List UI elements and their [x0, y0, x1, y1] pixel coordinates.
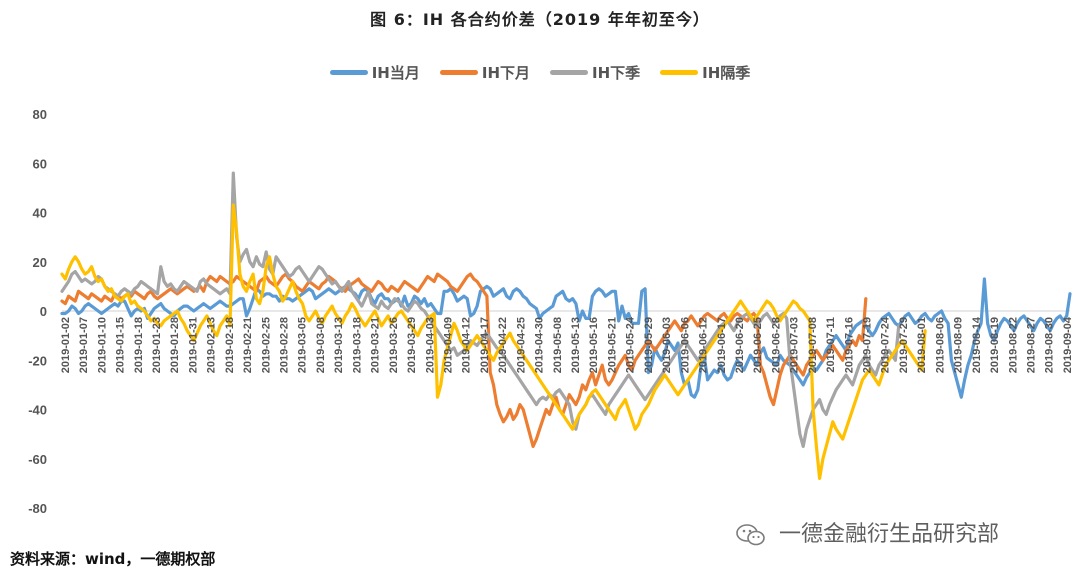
x-tick-label: 2019-06-06: [679, 317, 691, 373]
x-tick-label: 2019-05-24: [625, 316, 637, 373]
y-tick-label: 80: [33, 107, 47, 122]
x-tick-label: 2019-08-19: [989, 317, 1001, 373]
x-tick-label: 2019-02-28: [279, 317, 291, 373]
x-tick-label: 2019-06-25: [752, 317, 764, 373]
x-tick-label: 2019-05-08: [552, 317, 564, 373]
legend-swatch: [329, 70, 368, 75]
x-tick-label: 2019-01-31: [187, 317, 199, 373]
series-line-3: [60, 203, 927, 480]
x-tick-label: 2019-04-25: [515, 317, 527, 373]
legend-item-2: IH下季: [550, 62, 640, 83]
x-tick-label: 2019-08-22: [1007, 317, 1019, 373]
x-tick-label: 2019-03-29: [406, 317, 418, 373]
legend-swatch: [660, 70, 699, 75]
x-tick-label: 2019-07-29: [898, 317, 910, 373]
wechat-icon: [736, 524, 766, 546]
y-tick-label: -40: [28, 403, 47, 418]
x-tick-label: 2019-03-13: [333, 317, 345, 373]
x-tick-label: 2019-03-18: [351, 317, 363, 373]
chart-title: 图 6：IH 各合约价差（2019 年年初至今）: [370, 10, 710, 29]
x-tick-label: 2019-04-12: [461, 317, 473, 373]
x-tick-label: 2019-04-17: [479, 317, 491, 373]
x-tick-label: 2019-01-02: [60, 317, 72, 373]
x-tick-label: 2019-03-26: [388, 317, 400, 373]
x-tick-label: 2019-07-24: [880, 316, 892, 373]
watermark-text: 一德金融衍生品研究部: [779, 522, 1000, 547]
y-tick-label: -80: [28, 501, 47, 516]
legend-label: IH隔季: [702, 64, 751, 82]
x-tick-label: 2019-04-30: [534, 317, 546, 373]
legend-label: IH下季: [592, 64, 641, 82]
x-tick-label: 2019-03-05: [297, 317, 309, 373]
x-tick-label: 2019-07-16: [843, 317, 855, 373]
x-tick-label: 2019-08-01: [916, 317, 928, 373]
source-note: 资料来源：wind，一德期权部: [10, 550, 216, 568]
x-tick-label: 2019-06-03: [661, 317, 673, 373]
legend-item-0: IH当月: [329, 62, 420, 83]
x-tick-label: 2019-05-29: [643, 317, 655, 373]
x-tick-label: 2019-08-14: [971, 316, 983, 373]
x-tick-label: 2019-05-21: [606, 317, 618, 373]
x-tick-label: 2019-07-19: [862, 317, 874, 373]
x-tick-label: 2019-08-27: [1025, 317, 1037, 373]
x-tick-label: 2019-01-07: [78, 317, 90, 373]
x-tick-label: 2019-08-06: [934, 317, 946, 373]
x-tick-label: 2019-02-21: [242, 317, 254, 373]
watermark: 一德金融衍生品研究部: [736, 516, 999, 548]
x-tick-label: 2019-02-13: [206, 317, 218, 373]
x-tick-label: 2019-03-08: [315, 317, 327, 373]
x-tick-label: 2019-05-16: [588, 317, 600, 373]
x-tick-label: 2019-02-18: [224, 317, 236, 373]
x-tick-label: 2019-08-09: [953, 317, 965, 373]
x-tick-label: 2019-02-25: [260, 317, 272, 373]
x-tick-label: 2019-06-20: [734, 317, 746, 373]
x-tick-label: 2019-01-10: [96, 317, 108, 373]
legend-swatch: [439, 70, 478, 75]
x-tick-label: 2019-01-18: [133, 317, 145, 373]
y-tick-label: 60: [33, 156, 47, 171]
y-tick-label: -20: [28, 353, 47, 368]
x-tick-label: 2019-04-22: [497, 317, 509, 373]
y-tick-label: 0: [40, 304, 47, 319]
x-tick-label: 2019-07-11: [825, 317, 837, 373]
legend-swatch: [550, 70, 588, 75]
x-tick-label: 2019-07-08: [807, 317, 819, 373]
x-tick-label: 2019-07-03: [789, 317, 801, 373]
legend-item-3: IH隔季: [660, 62, 750, 83]
x-tick-label: 2019-01-28: [169, 317, 181, 373]
x-tick-label: 2019-09-04: [1062, 316, 1074, 373]
legend-label: IH下月: [481, 64, 530, 82]
x-tick-label: 2019-06-12: [698, 317, 710, 373]
x-tick-label: 2019-03-21: [370, 317, 382, 373]
x-tick-label: 2019-01-15: [115, 317, 127, 373]
legend-label: IH当月: [371, 64, 420, 82]
x-tick-label: 2019-01-23: [151, 317, 163, 373]
x-tick-label: 2019-04-09: [442, 317, 454, 373]
x-tick-label: 2019-04-03: [424, 317, 436, 373]
x-tick-label: 2019-05-13: [570, 317, 582, 373]
y-tick-label: -60: [28, 452, 47, 467]
y-tick-label: 20: [33, 255, 47, 270]
x-tick-label: 2019-06-17: [716, 317, 728, 373]
legend: IH当月 IH下月 IH下季 IH隔季: [0, 62, 1080, 83]
x-tick-label: 2019-08-30: [1044, 317, 1056, 373]
y-tick-label: 40: [33, 206, 47, 221]
legend-item-1: IH下月: [439, 62, 530, 83]
x-tick-label: 2019-06-28: [770, 317, 782, 373]
